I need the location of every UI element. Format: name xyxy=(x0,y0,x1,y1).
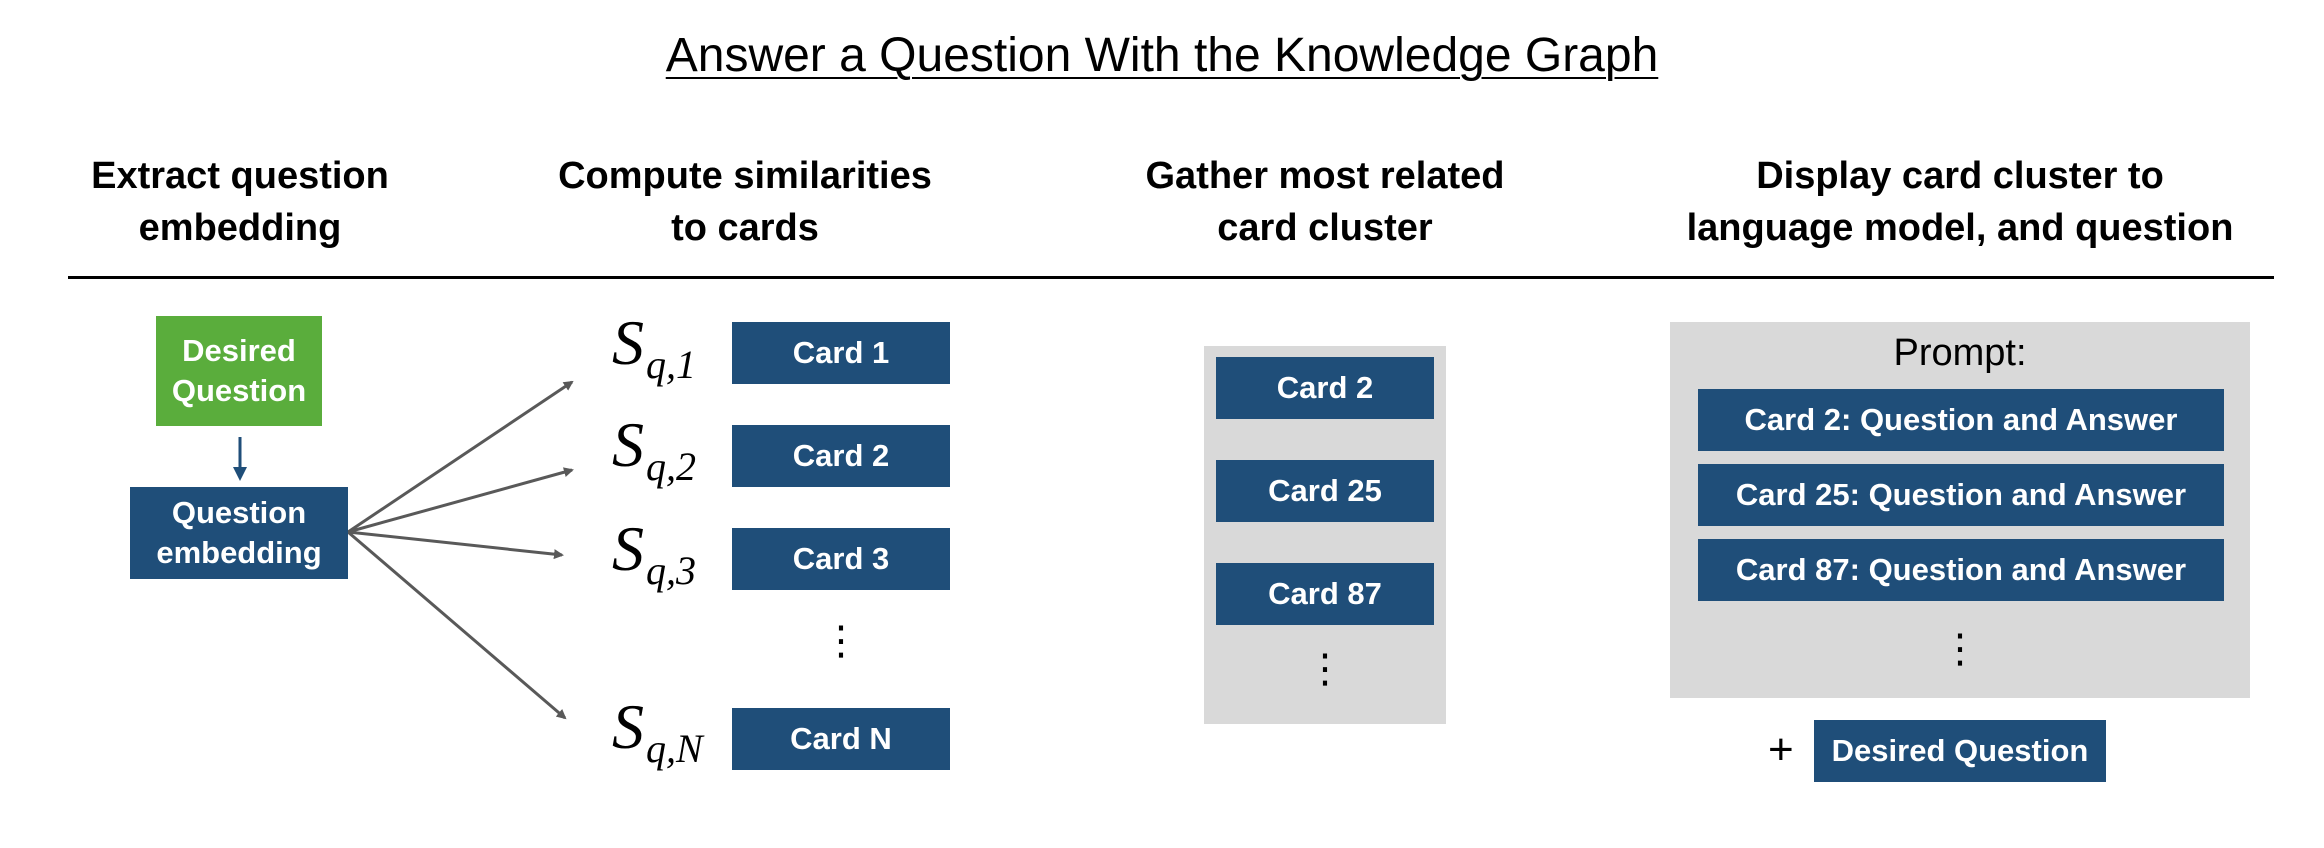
header-extract-embedding: Extract question embedding xyxy=(40,150,440,254)
symbol-s: S xyxy=(612,409,644,480)
similarity-symbol-1: Sq,1 xyxy=(612,306,696,387)
header-line: Display card cluster to xyxy=(1756,155,2164,197)
symbol-subscript: q,N xyxy=(646,726,703,771)
box-line: Desired xyxy=(182,333,296,368)
similarity-arrow-2 xyxy=(347,467,574,534)
header-gather-cluster: Gather most related card cluster xyxy=(1110,150,1540,254)
prompt-item: Card 25: Question and Answer xyxy=(1698,464,2224,526)
diagram-title: Answer a Question With the Knowledge Gra… xyxy=(665,29,1659,82)
plus-sign: + xyxy=(1768,725,1794,774)
header-line: Gather most related xyxy=(1145,155,1505,197)
vertical-ellipsis: ⋮ xyxy=(821,619,861,663)
cluster-card: Card 2 xyxy=(1216,357,1434,419)
card-box-n: Card N xyxy=(732,708,950,770)
prompt-item: Card 87: Question and Answer xyxy=(1698,539,2224,601)
symbol-subscript: q,2 xyxy=(646,444,696,489)
symbol-s: S xyxy=(612,307,644,378)
symbol-subscript: q,3 xyxy=(646,548,696,593)
card-box-2: Card 2 xyxy=(732,425,950,487)
card-box-3: Card 3 xyxy=(732,528,950,590)
header-compute-similarities: Compute similarities to cards xyxy=(520,150,970,254)
similarity-arrow-1 xyxy=(347,380,574,534)
header-line: card cluster xyxy=(1217,207,1433,249)
cluster-card: Card 25 xyxy=(1216,460,1434,522)
box-line: Question xyxy=(171,495,307,530)
header-line: embedding xyxy=(138,207,342,249)
header-display-cluster: Display card cluster to language model, … xyxy=(1640,150,2280,254)
similarity-arrow-n xyxy=(347,530,567,720)
box-line: Question xyxy=(171,373,307,408)
similarity-symbol-n: Sq,N xyxy=(612,690,703,771)
prompt-label: Prompt: xyxy=(1893,332,2027,374)
similarity-symbol-2: Sq,2 xyxy=(612,408,696,489)
question-embedding-box: Question embedding xyxy=(130,487,348,579)
desired-question-box: Desired Question xyxy=(156,316,322,426)
header-line: to cards xyxy=(671,207,819,249)
vertical-ellipsis: ⋮ xyxy=(1305,647,1345,691)
header-line: language model, and question xyxy=(1686,207,2234,249)
vertical-ellipsis: ⋮ xyxy=(1940,627,1980,671)
symbol-s: S xyxy=(612,513,644,584)
header-line: Extract question xyxy=(91,155,389,197)
box-line: embedding xyxy=(156,535,322,570)
cluster-card: Card 87 xyxy=(1216,563,1434,625)
similarity-arrow-3 xyxy=(347,530,564,560)
header-divider xyxy=(68,276,2274,279)
symbol-s: S xyxy=(612,691,644,762)
similarity-symbol-3: Sq,3 xyxy=(612,512,696,593)
prompt-item: Card 2: Question and Answer xyxy=(1698,389,2224,451)
desired-question-final: Desired Question xyxy=(1814,720,2106,782)
header-line: Compute similarities xyxy=(558,155,932,197)
card-box-1: Card 1 xyxy=(732,322,950,384)
symbol-subscript: q,1 xyxy=(646,342,696,387)
